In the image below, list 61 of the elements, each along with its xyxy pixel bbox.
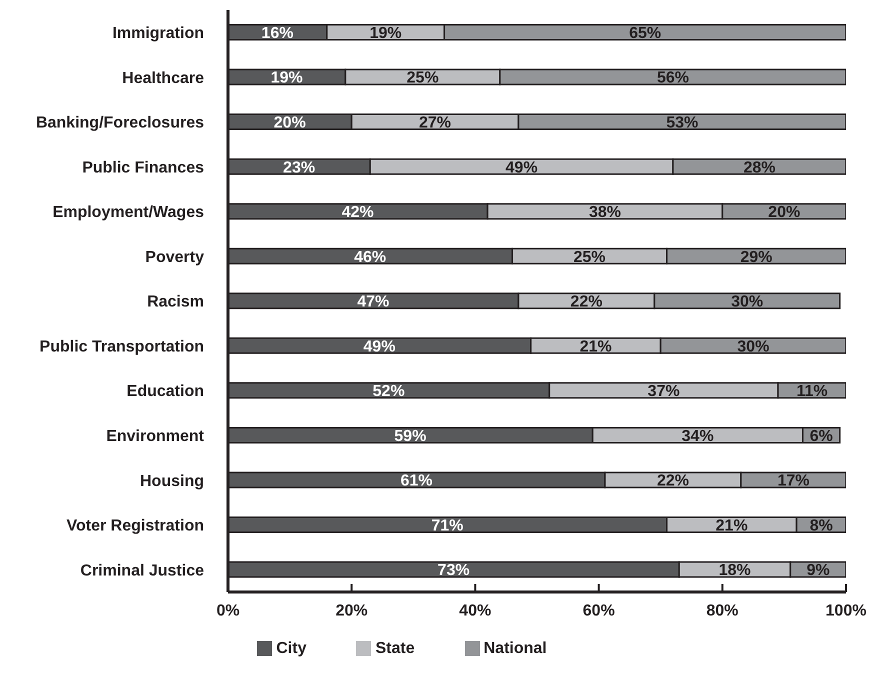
data-label: 59%	[394, 428, 426, 445]
x-tick-label: 100%	[826, 602, 866, 620]
data-label: 53%	[666, 114, 698, 132]
y-tick-label: Housing	[140, 472, 204, 490]
data-label: 17%	[777, 472, 810, 490]
data-label: 46%	[354, 248, 386, 266]
y-tick-label: Immigration	[112, 25, 204, 42]
data-label: 30%	[731, 294, 764, 311]
legend-label: City	[276, 640, 306, 657]
y-tick-label: Banking/Foreclosures	[36, 114, 204, 132]
data-label: 22%	[656, 472, 689, 490]
data-label: 19%	[270, 70, 303, 87]
y-tick-label: Criminal Justice	[80, 562, 204, 580]
data-label: 49%	[506, 159, 538, 176]
data-label: 20%	[274, 114, 306, 132]
x-tick-label: 60%	[582, 602, 615, 620]
data-label: 29%	[740, 248, 772, 266]
y-tick-label: Poverty	[145, 248, 204, 266]
data-label: 71%	[431, 517, 464, 534]
y-tick-label: Voter Registration	[66, 518, 204, 535]
data-label: 21%	[580, 338, 612, 356]
data-label: 38%	[588, 204, 621, 222]
legend-label: National	[484, 640, 547, 657]
x-tick-label: 80%	[706, 602, 738, 620]
y-tick-label: Healthcare	[122, 70, 204, 87]
data-label: 37%	[648, 383, 680, 400]
data-label: 42%	[342, 204, 374, 222]
x-tick-label: 0%	[216, 602, 240, 620]
x-tick-label: 20%	[336, 602, 368, 620]
data-label: 73%	[438, 562, 470, 580]
data-label: 6%	[810, 428, 833, 445]
data-label: 23%	[283, 159, 316, 176]
x-tick-label: 40%	[459, 602, 492, 620]
data-label: 52%	[372, 383, 405, 400]
data-label: 11%	[796, 383, 828, 400]
data-label: 65%	[629, 24, 662, 42]
y-tick-label: Employment/Wages	[52, 204, 204, 222]
data-label: 22%	[570, 294, 602, 311]
y-tick-label: Racism	[147, 294, 204, 311]
y-tick-label: Education	[126, 383, 204, 400]
data-label: 61%	[400, 472, 433, 490]
legend-label: State	[375, 640, 415, 657]
data-label: 18%	[718, 562, 751, 580]
data-label: 19%	[370, 24, 402, 42]
data-label: 21%	[716, 517, 748, 534]
data-label: 49%	[363, 338, 396, 356]
y-tick-label: Public Transportation	[40, 338, 204, 356]
data-label: 25%	[574, 248, 606, 266]
data-label: 9%	[806, 562, 830, 580]
data-label: 27%	[419, 114, 452, 132]
y-tick-label: Environment	[106, 428, 205, 445]
data-label: 16%	[261, 24, 294, 42]
data-label: 30%	[737, 338, 770, 356]
data-label: 20%	[768, 204, 800, 222]
data-label: 28%	[743, 159, 776, 176]
data-label: 8%	[810, 517, 833, 534]
y-tick-label: Public Finances	[82, 159, 204, 176]
data-label: 47%	[357, 294, 390, 311]
data-label: 25%	[406, 70, 439, 87]
data-label: 34%	[682, 428, 714, 445]
data-label: 56%	[656, 70, 689, 87]
